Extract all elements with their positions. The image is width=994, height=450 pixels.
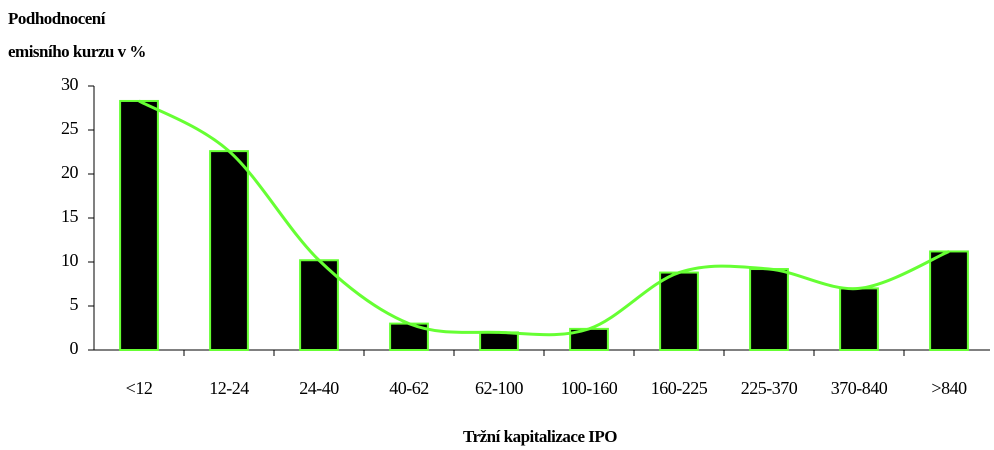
y-axis-label: emisního kurzu v % <box>8 42 146 61</box>
y-axis-label: Podhodnocení <box>8 9 106 28</box>
y-tick-label: 20 <box>61 162 79 182</box>
y-tick-label: 5 <box>70 294 79 314</box>
y-tick-label: 10 <box>61 250 79 270</box>
x-tick-label: >840 <box>931 378 967 398</box>
x-tick-label: 40-62 <box>389 378 429 398</box>
x-tick-label: 160-225 <box>651 378 708 398</box>
y-tick-label: 25 <box>61 118 79 138</box>
x-tick-label: 225-370 <box>741 378 798 398</box>
x-tick-label: 370-840 <box>831 378 888 398</box>
y-tick-label: 15 <box>61 206 79 226</box>
bar <box>659 271 699 351</box>
x-tick-label: 12-24 <box>209 378 249 398</box>
x-tick-label: 62-100 <box>475 378 523 398</box>
bar <box>209 150 249 351</box>
x-tick-label: <12 <box>126 378 153 398</box>
x-tick-label: 24-40 <box>299 378 339 398</box>
bar <box>119 99 159 351</box>
x-axis-label: Tržní kapitalizace IPO <box>463 427 617 446</box>
y-tick-label: 30 <box>61 74 79 94</box>
bar <box>839 287 879 351</box>
y-tick-label: 0 <box>70 338 79 358</box>
x-tick-label: 100-160 <box>561 378 618 398</box>
bar <box>749 268 789 352</box>
bar <box>479 331 519 351</box>
trend-line <box>138 99 950 337</box>
bar <box>929 250 969 351</box>
